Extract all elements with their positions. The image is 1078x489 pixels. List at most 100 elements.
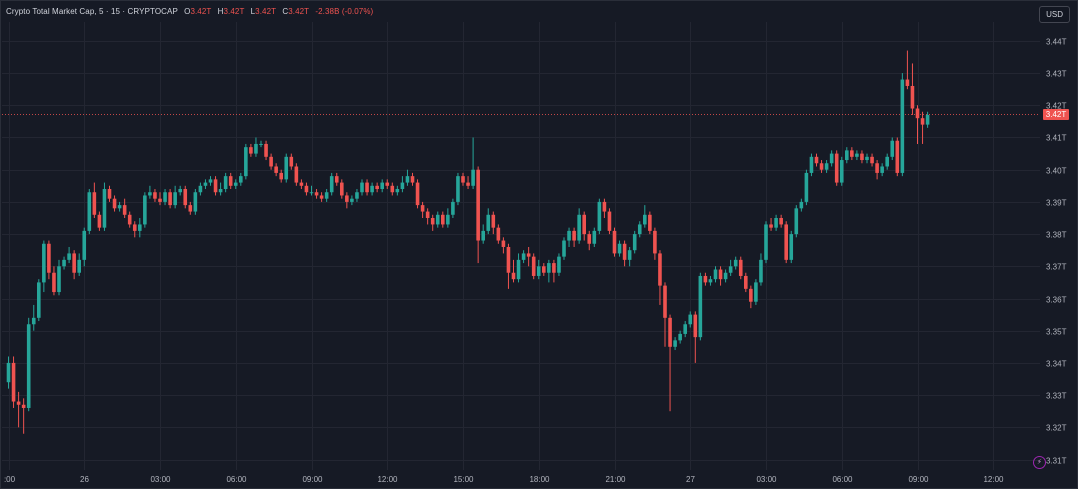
candle-body-down (340, 182, 344, 196)
candle-body-down (905, 79, 910, 86)
candle-body-up (203, 182, 208, 186)
y-tick-label: 3.34T (1046, 360, 1067, 369)
candle-body-up (400, 182, 405, 190)
candle-body-up (405, 176, 410, 183)
time-axis[interactable]: :00 26 03:00 06:00 09:00 12:00 15:00 18:00 21:00… (4, 475, 1004, 484)
candle-body-up (486, 214, 491, 231)
candle-body-up (67, 253, 71, 260)
candle-body-up (37, 282, 41, 318)
candle-body-up (592, 230, 597, 244)
candle-body-down (289, 156, 294, 167)
close-value: 3.42T (288, 7, 310, 16)
candle-body-up (26, 324, 31, 408)
candle-body-up (678, 333, 682, 341)
candle-body-up (723, 272, 728, 280)
candle-body-down (658, 253, 662, 286)
candle-body-up (683, 324, 687, 334)
candle-body-up (193, 192, 198, 212)
candle-body-up (355, 192, 359, 199)
candle-body-down (168, 192, 172, 206)
candle-body-down (304, 185, 309, 193)
low-value: 3.42T (255, 7, 276, 16)
candle-body-down (112, 198, 117, 209)
candle-body-down (183, 189, 188, 206)
candle-body-up (733, 259, 738, 267)
candle-body-up (597, 201, 602, 231)
candle-body-up (395, 189, 400, 193)
candle-body-down (92, 192, 97, 215)
candle-body-down (587, 234, 592, 244)
candle-body-up (481, 230, 485, 241)
candle-body-down (269, 156, 273, 167)
candle-body-up (536, 266, 541, 276)
candle-body-down (531, 256, 536, 276)
symbol-legend: Crypto Total Market Cap, 5 · 15 · CRYPTO… (6, 7, 373, 16)
x-tick-label: 03:00 (756, 475, 777, 484)
candle-body-up (380, 182, 384, 190)
currency-button[interactable]: USD (1039, 6, 1070, 23)
candle-body-up (577, 214, 581, 241)
candle-body-down (814, 156, 819, 164)
candle-body-up (178, 189, 182, 193)
candle-body-down (158, 198, 162, 202)
candle-body-down (122, 205, 127, 215)
candle-body-up (637, 224, 642, 235)
candle-body-up (521, 253, 526, 260)
grid (2, 22, 1040, 470)
candle-body-down (264, 143, 268, 157)
x-tick-label: 12:00 (377, 475, 398, 484)
candle-body-down (769, 224, 773, 228)
x-tick-label: 06:00 (226, 475, 247, 484)
candle-body-up (865, 156, 869, 161)
candle-body-up (259, 143, 263, 145)
candle-body-down (582, 214, 586, 235)
candle-body-down (668, 317, 672, 347)
y-tick-label: 3.35T (1046, 328, 1067, 337)
x-tick-label: 09:00 (908, 475, 929, 484)
y-tick-label: 3.31T (1046, 457, 1067, 466)
candle-body-up (673, 340, 677, 347)
candle-body-up (143, 195, 147, 225)
candle-body-down (461, 176, 465, 183)
y-tick-label: 3.42T (1046, 102, 1067, 111)
symbol-name[interactable]: Crypto Total Market Cap, 5 · 15 · CRYPTO… (6, 7, 178, 16)
high-value: 3.42T (223, 7, 245, 16)
candle-body-up (754, 282, 758, 302)
candle-body-down (496, 227, 501, 241)
candle-body-up (688, 314, 693, 325)
candle-body-down (21, 404, 26, 408)
candle-body-up (794, 208, 799, 235)
candle-body-up (254, 143, 258, 154)
candle-body-up (799, 201, 804, 209)
open-label: O (184, 7, 191, 16)
x-tick-label: :00 (4, 475, 16, 484)
candle-body-up (62, 259, 66, 267)
candle-body-up (360, 182, 364, 193)
x-tick-label: 21:00 (605, 475, 626, 484)
candle-body-down (612, 230, 617, 254)
y-tick-label: 3.39T (1046, 199, 1067, 208)
candle-body-up (728, 266, 733, 273)
candle-body-up (198, 185, 203, 193)
candle-body-down (506, 246, 511, 273)
candle-body-up (163, 192, 167, 202)
price-axis[interactable]: 3.44T 3.43T 3.42T 3.41T 3.40T 3.39T 3.38T 3.37T… (1046, 38, 1067, 466)
candle-body-down (607, 211, 612, 231)
candle-body-down (127, 214, 132, 225)
lightning-icon[interactable]: ⚡ (1033, 456, 1046, 469)
candle-body-down (910, 85, 915, 109)
candle-body-down (72, 253, 76, 273)
candle-body-up (925, 114, 930, 125)
y-tick-label: 3.37T (1046, 263, 1067, 272)
y-tick-label: 3.32T (1046, 424, 1067, 433)
candle-body-down (390, 185, 395, 193)
candle-body-down (249, 147, 253, 154)
candle-body-up (471, 169, 475, 186)
candle-body-down (314, 192, 319, 196)
candle-body-down (430, 218, 435, 225)
candle-body-down (784, 224, 788, 260)
candle-body-up (102, 189, 107, 228)
candle-body-up (233, 182, 238, 186)
y-tick-label: 3.43T (1046, 70, 1067, 79)
